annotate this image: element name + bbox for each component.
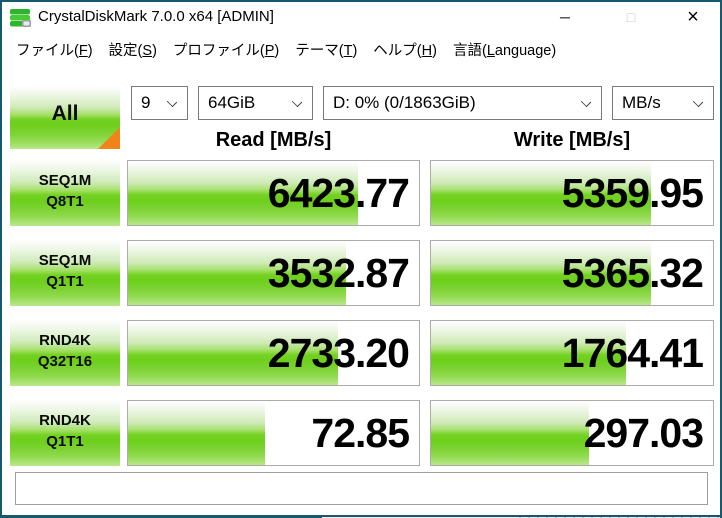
- chevron-down-icon: [580, 96, 592, 108]
- test-count-select[interactable]: 9: [131, 86, 188, 120]
- window-bottom-border: [2, 515, 720, 518]
- queue-thread: Q1T1: [46, 433, 84, 450]
- chevron-down-icon: [166, 96, 178, 108]
- write-result-cell: 5365.32: [430, 240, 714, 306]
- queue-thread: Q8T1: [46, 193, 84, 210]
- test-name: RND4K: [39, 332, 91, 349]
- window-title: CrystalDiskMark 7.0.0 x64 [ADMIN]: [38, 8, 274, 25]
- test-size-select[interactable]: 64GiB: [198, 86, 313, 120]
- test-name: SEQ1M: [38, 172, 92, 189]
- test-size-value: 64GiB: [208, 93, 256, 112]
- read-value: 2733.20: [267, 330, 410, 376]
- menu-language[interactable]: 言語(Language): [452, 42, 557, 59]
- close-button[interactable]: ×: [687, 6, 699, 28]
- write-value: 5365.32: [561, 250, 704, 296]
- test-name: RND4K: [39, 412, 91, 429]
- title-bar: CrystalDiskMark 7.0.0 x64 [ADMIN] ─ □ ×: [2, 2, 720, 34]
- write-result-cell: 297.03: [430, 400, 714, 466]
- menu-settings[interactable]: 設定(S): [108, 42, 157, 59]
- result-bar: [431, 161, 651, 225]
- run-all-button[interactable]: All: [10, 86, 120, 149]
- read-value: 72.85: [311, 410, 410, 456]
- minimize-button[interactable]: ─: [560, 9, 570, 25]
- read-value: 6423.77: [267, 170, 410, 216]
- app-icon: [10, 9, 31, 27]
- test-count-value: 9: [141, 93, 151, 112]
- menu-profile[interactable]: プロファイル(P): [172, 42, 280, 59]
- result-bar: [431, 321, 626, 385]
- queue-thread: Q1T1: [46, 273, 84, 290]
- run-all-label: All: [51, 102, 79, 125]
- result-bar: [431, 401, 589, 465]
- unit-select[interactable]: MB/s: [612, 86, 714, 120]
- chevron-down-icon: [291, 96, 303, 108]
- read-column-header: Read [MB/s]: [215, 129, 332, 151]
- menu-file[interactable]: ファイル(F): [16, 42, 93, 59]
- write-result-cell: 5359.95: [430, 160, 714, 226]
- result-bar: [431, 241, 651, 305]
- result-bar: [128, 161, 358, 225]
- maximize-button[interactable]: □: [626, 9, 636, 25]
- chevron-down-icon: [692, 96, 704, 108]
- comment-input[interactable]: [15, 472, 708, 505]
- test-button-seq1m-q8t1[interactable]: SEQ1M Q8T1: [10, 160, 120, 226]
- menu-theme[interactable]: テーマ(T): [295, 42, 358, 59]
- target-drive-value: D: 0% (0/1863GiB): [333, 93, 476, 112]
- test-button-seq1m-q1t1[interactable]: SEQ1M Q1T1: [10, 240, 120, 306]
- write-value: 1764.41: [561, 330, 704, 376]
- test-button-rnd4k-q32t16[interactable]: RND4K Q32T16: [10, 320, 120, 386]
- unit-value: MB/s: [622, 93, 661, 112]
- queue-thread: Q32T16: [37, 353, 93, 370]
- menu-bar: ファイル(F) 設定(S) プロファイル(P) テーマ(T) ヘルプ(H) 言語…: [2, 34, 720, 64]
- result-bar: [128, 321, 338, 385]
- read-result-cell: 2733.20: [127, 320, 420, 386]
- read-value: 3532.87: [267, 250, 410, 296]
- test-button-rnd4k-q1t1[interactable]: RND4K Q1T1: [10, 400, 120, 466]
- write-value: 297.03: [583, 410, 704, 456]
- menu-help[interactable]: ヘルプ(H): [373, 42, 437, 59]
- corner-triangle-icon: [98, 127, 120, 149]
- read-result-cell: 72.85: [127, 400, 420, 466]
- test-name: SEQ1M: [38, 252, 92, 269]
- read-result-cell: 6423.77: [127, 160, 420, 226]
- result-bar: [128, 401, 265, 465]
- read-result-cell: 3532.87: [127, 240, 420, 306]
- target-drive-select[interactable]: D: 0% (0/1863GiB): [323, 86, 602, 120]
- write-column-header: Write [MB/s]: [513, 129, 631, 151]
- write-result-cell: 1764.41: [430, 320, 714, 386]
- result-bar: [128, 241, 347, 305]
- write-value: 5359.95: [561, 170, 704, 216]
